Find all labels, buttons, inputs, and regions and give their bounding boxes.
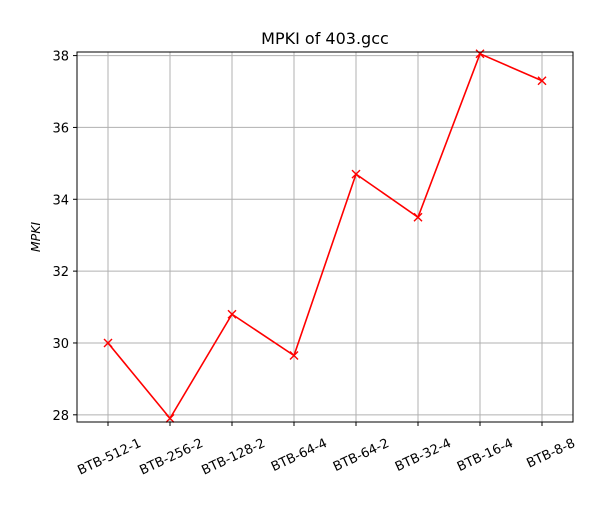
data-point-marker — [227, 309, 237, 319]
y-axis: 28 30 32 34 36 38 — [52, 50, 77, 424]
x-tick-label: BTB-64-2 — [331, 436, 392, 475]
grid — [77, 52, 573, 422]
series-line — [107, 52, 543, 420]
x-tick-label: BTB-512-1 — [75, 436, 143, 478]
y-tick-label: 28 — [52, 409, 69, 424]
y-tick-label: 38 — [52, 50, 69, 65]
y-tick-label: 32 — [52, 265, 69, 280]
data-point-marker — [103, 338, 113, 348]
data-point-marker — [413, 212, 423, 222]
data-point-marker — [289, 351, 299, 361]
series-layer — [103, 49, 547, 423]
y-tick-label: 34 — [52, 193, 69, 208]
y-axis-label: MPKI — [28, 222, 43, 253]
x-tick-label: BTB-16-4 — [455, 436, 516, 475]
data-point-marker — [537, 76, 547, 86]
data-point-marker — [475, 49, 485, 59]
x-tick-label: BTB-256-2 — [137, 436, 205, 478]
x-tick-label: BTB-32-4 — [393, 436, 454, 475]
data-point-marker — [165, 413, 175, 423]
chart-title: MPKI of 403.gcc — [261, 29, 389, 48]
y-tick-label: 30 — [52, 337, 69, 352]
data-point-marker — [351, 169, 361, 179]
x-tick-label: BTB-64-4 — [269, 436, 330, 475]
x-tick-label: BTB-8-8 — [524, 436, 577, 471]
plot-frame — [76, 51, 574, 423]
x-tick-label: BTB-128-2 — [199, 436, 267, 478]
y-tick-label: 36 — [52, 121, 69, 136]
